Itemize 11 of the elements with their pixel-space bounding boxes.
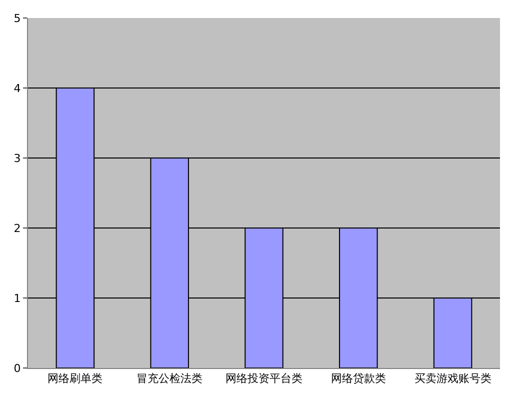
- y-tick-label: 4: [14, 82, 21, 95]
- y-tick-label: 1: [14, 292, 21, 305]
- x-tick-label: 买卖游戏账号类: [414, 372, 492, 386]
- x-tick-label: 网络投资平台类: [226, 372, 302, 386]
- y-tick-label: 0: [14, 362, 21, 375]
- y-tick-label: 2: [14, 222, 21, 235]
- y-tick-label: 3: [14, 152, 21, 165]
- y-tick-label: 5: [14, 12, 21, 25]
- x-tick-label: 网络刷单类: [48, 372, 103, 386]
- x-tick-label: 网络贷款类: [330, 372, 386, 386]
- x-tick-label: 冒充公检法类: [136, 372, 203, 386]
